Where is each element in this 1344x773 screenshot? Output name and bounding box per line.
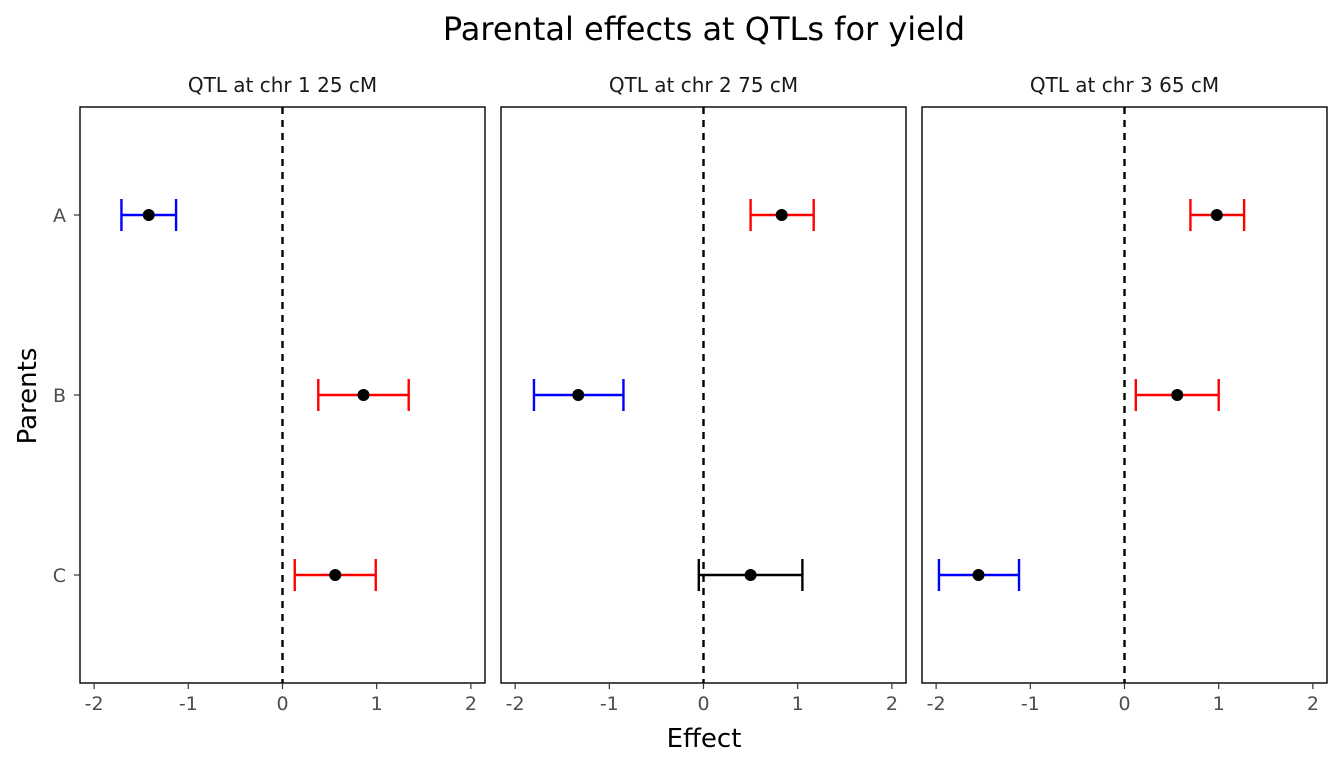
effect-point xyxy=(1171,389,1184,401)
effect-point xyxy=(572,389,585,401)
effect-point xyxy=(744,569,757,581)
facet-strip-label: QTL at chr 2 75 cM xyxy=(609,73,798,97)
y-tick-label: A xyxy=(53,205,66,227)
x-tick-label: 1 xyxy=(792,693,804,715)
x-tick-label: -1 xyxy=(600,693,619,715)
effect-point xyxy=(775,209,788,221)
x-tick-label: -2 xyxy=(85,693,104,715)
x-tick-label: -1 xyxy=(1021,693,1040,715)
x-tick-label: -2 xyxy=(927,693,946,715)
panels-layer: QTL at chr 1 25 cM -2 -1 0 1 2 A B C QTL at chr 2… xyxy=(53,73,1328,715)
x-tick-label: 0 xyxy=(1118,693,1130,715)
facet-strip-label: QTL at chr 3 65 cM xyxy=(1030,73,1219,97)
x-tick-label: 2 xyxy=(886,693,898,715)
x-tick-label: 0 xyxy=(276,693,288,715)
effect-point xyxy=(1210,209,1223,221)
effect-point xyxy=(972,569,985,581)
effect-point xyxy=(357,389,370,401)
x-tick-label: 2 xyxy=(465,693,477,715)
x-tick-label: 1 xyxy=(1213,693,1225,715)
y-tick-label: C xyxy=(53,565,66,587)
y-tick-label: B xyxy=(53,385,66,407)
y-axis-label: Parents xyxy=(13,348,43,445)
x-tick-label: -2 xyxy=(506,693,525,715)
facet-panel: QTL at chr 1 25 cM -2 -1 0 1 2 A B C xyxy=(53,73,486,715)
x-tick-label: 2 xyxy=(1307,693,1319,715)
chart-title: Parental effects at QTLs for yield xyxy=(443,10,965,48)
facet-strip-label: QTL at chr 1 25 cM xyxy=(188,73,377,97)
facet-panel: QTL at chr 2 75 cM -2 -1 0 1 2 xyxy=(500,73,907,715)
x-tick-label: -1 xyxy=(179,693,198,715)
effect-point xyxy=(329,569,342,581)
facet-panel: QTL at chr 3 65 cM -2 -1 0 1 2 xyxy=(921,73,1328,715)
x-tick-label: 1 xyxy=(371,693,383,715)
x-axis-label: Effect xyxy=(667,724,742,754)
x-tick-label: 0 xyxy=(697,693,709,715)
effect-point xyxy=(142,209,155,221)
